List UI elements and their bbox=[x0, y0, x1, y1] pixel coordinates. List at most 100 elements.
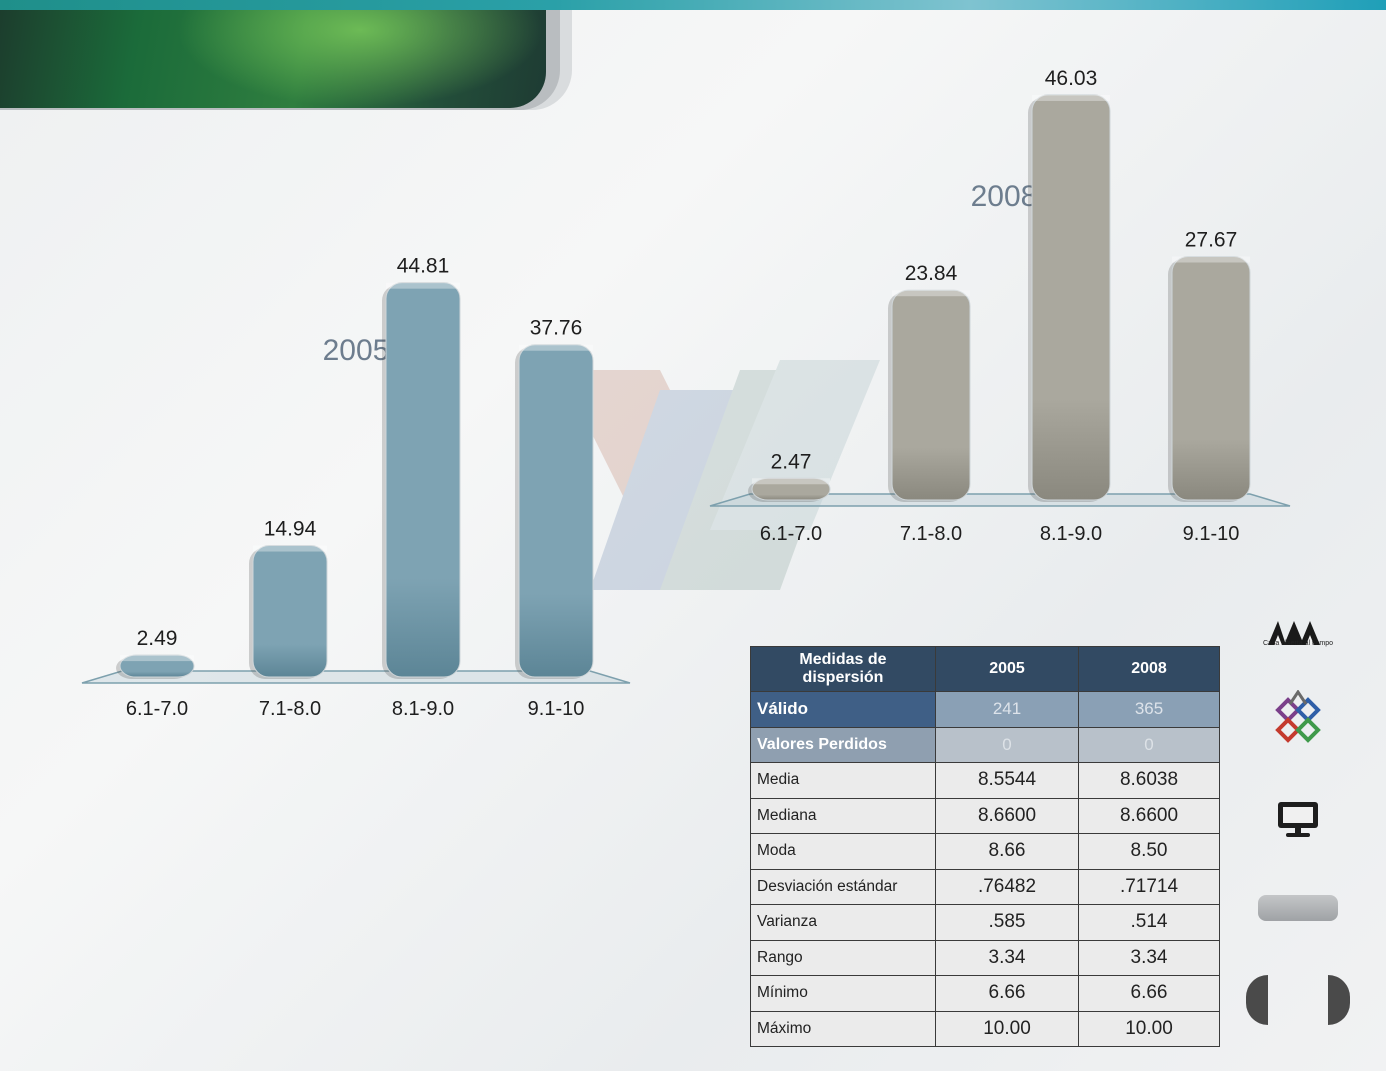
row-value-2008: 365 bbox=[1078, 691, 1220, 728]
row-label: Rango bbox=[750, 939, 936, 976]
prev-slide-button[interactable] bbox=[1246, 975, 1268, 1025]
row-value-2005: 10.00 bbox=[935, 1010, 1079, 1047]
bar bbox=[1168, 256, 1251, 502]
table-row: Valores Perdidos 0 0 bbox=[750, 726, 1220, 763]
row-label: Válido bbox=[750, 691, 936, 728]
dispersion-table: Medidas de dispersión 2005 2008 Válido 24… bbox=[750, 646, 1220, 1047]
data-label: 37.76 bbox=[530, 317, 583, 340]
chart-baseplate bbox=[709, 493, 1291, 507]
table-header-measure: Medidas de dispersión bbox=[750, 646, 936, 692]
uam-logo-tagline: Casa abierta al tiempo bbox=[1262, 640, 1334, 647]
bar bbox=[748, 477, 831, 502]
chart-2008: 2008 2.47 6.1-7.0 23.84 7.1-8.0 46.03 8.1-9.0 2… bbox=[690, 67, 1330, 570]
data-label: 23.84 bbox=[905, 262, 958, 285]
uam-logo bbox=[1268, 621, 1320, 645]
bar-mark bbox=[891, 289, 971, 501]
next-slide-button[interactable] bbox=[1328, 975, 1350, 1025]
row-label: Moda bbox=[750, 833, 936, 870]
row-value-2005: 6.66 bbox=[935, 975, 1079, 1012]
row-value-2005: 241 bbox=[935, 691, 1079, 728]
table-header-2005: 2005 bbox=[935, 646, 1079, 692]
row-value-2008: 8.6600 bbox=[1078, 797, 1220, 834]
bar bbox=[515, 344, 594, 679]
bar bbox=[1028, 94, 1111, 502]
bar-mark bbox=[385, 282, 461, 678]
table-row: Media 8.5544 8.6038 bbox=[750, 762, 1220, 799]
data-label: 27.67 bbox=[1185, 229, 1238, 252]
table-row: Varianza .585.514 bbox=[750, 904, 1220, 941]
category-label: 8.1-9.0 bbox=[392, 698, 454, 720]
bar bbox=[382, 282, 461, 679]
table-header-2008: 2008 bbox=[1078, 646, 1220, 692]
data-label: 44.81 bbox=[397, 255, 450, 278]
row-value-2005: 0 bbox=[935, 726, 1079, 763]
chart-title: 2005 bbox=[323, 334, 390, 367]
bar-highlight bbox=[1172, 256, 1250, 263]
data-label: 2.49 bbox=[137, 627, 178, 650]
bar-mark bbox=[1171, 256, 1251, 501]
row-label: Mínimo bbox=[750, 975, 936, 1012]
header-banner bbox=[0, 10, 546, 108]
bar-highlight bbox=[1032, 94, 1110, 101]
category-label: 9.1-10 bbox=[1183, 523, 1240, 545]
data-label: 2.47 bbox=[771, 450, 812, 473]
data-label: 46.03 bbox=[1045, 67, 1098, 90]
table-row: Desviación estándar .76482.71714 bbox=[750, 868, 1220, 905]
category-label: 6.1-7.0 bbox=[760, 523, 822, 545]
bar-mark bbox=[119, 654, 195, 678]
home-button[interactable] bbox=[1258, 895, 1338, 921]
category-label: 9.1-10 bbox=[528, 698, 585, 720]
chart-title: 2008 bbox=[971, 180, 1038, 213]
data-label: 14.94 bbox=[264, 518, 317, 541]
row-label: Mediana bbox=[750, 797, 936, 834]
bar bbox=[249, 545, 328, 679]
bar-mark bbox=[252, 545, 328, 678]
bar-highlight bbox=[892, 290, 970, 297]
row-label: Desviación estándar bbox=[750, 868, 936, 905]
table-row: Rango 3.34 3.34 bbox=[750, 939, 1220, 976]
bar-highlight bbox=[386, 282, 460, 289]
row-value-2008: .514 bbox=[1078, 904, 1220, 941]
bar-mark bbox=[751, 477, 831, 501]
row-label: Máximo bbox=[750, 1010, 936, 1047]
bar bbox=[116, 654, 195, 679]
chart-2005-svg: 2005 2.49 6.1-7.0 14.94 7.1-8.0 44.81 8.1-9.0 3… bbox=[81, 255, 631, 720]
row-value-2008: 8.6038 bbox=[1078, 762, 1220, 799]
category-label: 7.1-8.0 bbox=[900, 523, 962, 545]
row-value-2008: 8.50 bbox=[1078, 833, 1220, 870]
row-label: Media bbox=[750, 762, 936, 799]
table-row: Válido 241 365 bbox=[750, 691, 1220, 728]
row-value-2008: .71714 bbox=[1078, 868, 1220, 905]
table-body: Válido 241 365 Valores Perdidos 0 0 Media 8.554… bbox=[750, 691, 1220, 1047]
row-label: Varianza bbox=[750, 904, 936, 941]
bar-highlight bbox=[519, 344, 593, 351]
table-row: Mediana 8.6600 8.6600 bbox=[750, 797, 1220, 834]
row-value-2005: .585 bbox=[935, 904, 1079, 941]
bar-mark bbox=[518, 344, 594, 678]
bar-mark bbox=[1031, 94, 1111, 501]
row-value-2005: .76482 bbox=[935, 868, 1079, 905]
table-row: Moda 8.66 8.50 bbox=[750, 833, 1220, 870]
table-row: Mínimo 6.66 6.66 bbox=[750, 975, 1220, 1012]
bar bbox=[888, 289, 971, 502]
row-value-2005: 8.6600 bbox=[935, 797, 1079, 834]
category-label: 8.1-9.0 bbox=[1040, 523, 1102, 545]
row-value-2008: 10.00 bbox=[1078, 1010, 1220, 1047]
chart-2005: 2005 2.49 6.1-7.0 14.94 7.1-8.0 44.81 8.1-9.0 3… bbox=[60, 255, 660, 760]
bar-highlight bbox=[120, 655, 194, 662]
row-value-2008: 0 bbox=[1078, 726, 1220, 763]
row-value-2005: 8.66 bbox=[935, 833, 1079, 870]
monitor-icon[interactable] bbox=[1276, 800, 1320, 840]
cubes-icon[interactable] bbox=[1268, 690, 1328, 750]
chart-2008-svg: 2008 2.47 6.1-7.0 23.84 7.1-8.0 46.03 8.1-9.0 2… bbox=[709, 67, 1291, 545]
row-label: Valores Perdidos bbox=[750, 726, 936, 763]
bar-highlight bbox=[253, 545, 327, 552]
category-label: 6.1-7.0 bbox=[126, 698, 188, 720]
bar-highlight bbox=[752, 478, 830, 485]
top-accent-strip bbox=[0, 0, 1386, 10]
row-value-2008: 6.66 bbox=[1078, 975, 1220, 1012]
category-label: 7.1-8.0 bbox=[259, 698, 321, 720]
row-value-2005: 3.34 bbox=[935, 939, 1079, 976]
row-value-2005: 8.5544 bbox=[935, 762, 1079, 799]
table-header-row: Medidas de dispersión 2005 2008 bbox=[750, 646, 1220, 692]
